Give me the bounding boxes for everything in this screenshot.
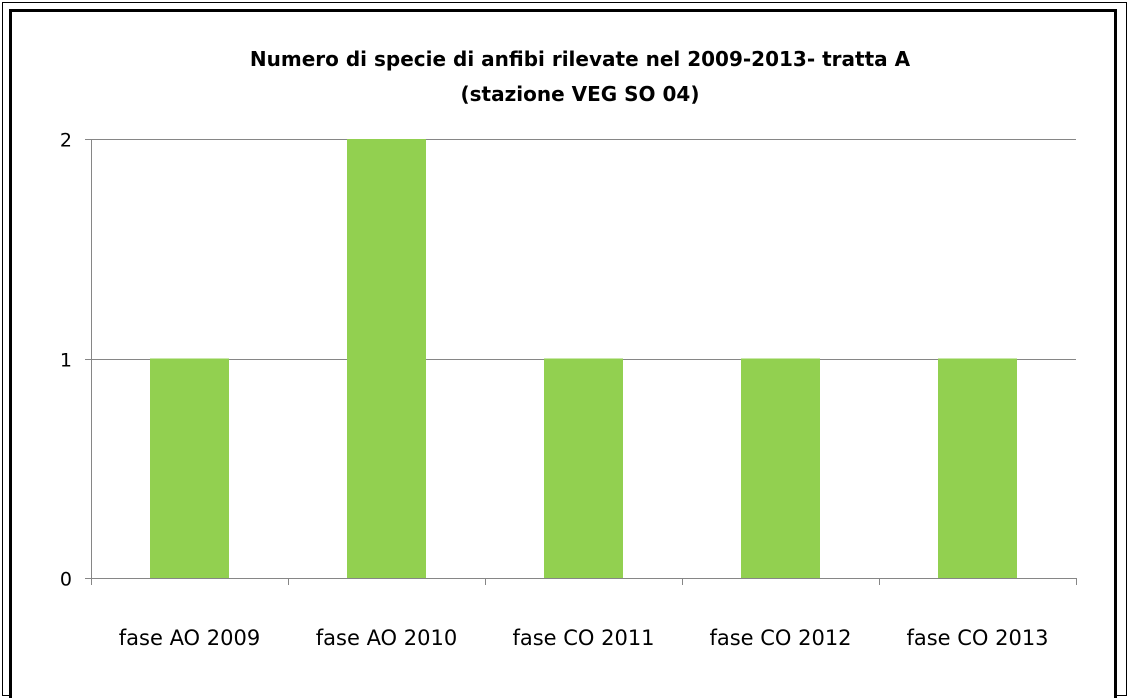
y-tick-labels: 0 1 2	[60, 130, 72, 591]
chart-title-line-1: Numero di specie di anfibi rilevate nel …	[250, 47, 911, 71]
x-tick-label: fase CO 2012	[709, 626, 851, 650]
x-tick-label: fase CO 2013	[906, 626, 1048, 650]
bar	[150, 358, 229, 578]
bar	[347, 139, 426, 578]
x-tick-label: fase AO 2010	[316, 626, 457, 650]
chart-frame	[9, 9, 1117, 698]
axes	[85, 139, 1077, 585]
y-tick-label: 0	[60, 569, 72, 591]
chart-title-line-2: (stazione VEG SO 04)	[461, 82, 700, 106]
bars	[150, 139, 1017, 578]
x-tick-labels: fase AO 2009 fase AO 2010 fase CO 2011 fase…	[119, 626, 1049, 650]
y-tick-label: 1	[60, 350, 72, 372]
bar	[544, 358, 623, 578]
gridlines	[91, 139, 1076, 360]
x-tick-label: fase AO 2009	[119, 626, 260, 650]
y-tick-label: 2	[60, 130, 72, 152]
x-tick-label: fase CO 2011	[512, 626, 654, 650]
bar	[938, 358, 1017, 578]
bar	[741, 358, 820, 578]
